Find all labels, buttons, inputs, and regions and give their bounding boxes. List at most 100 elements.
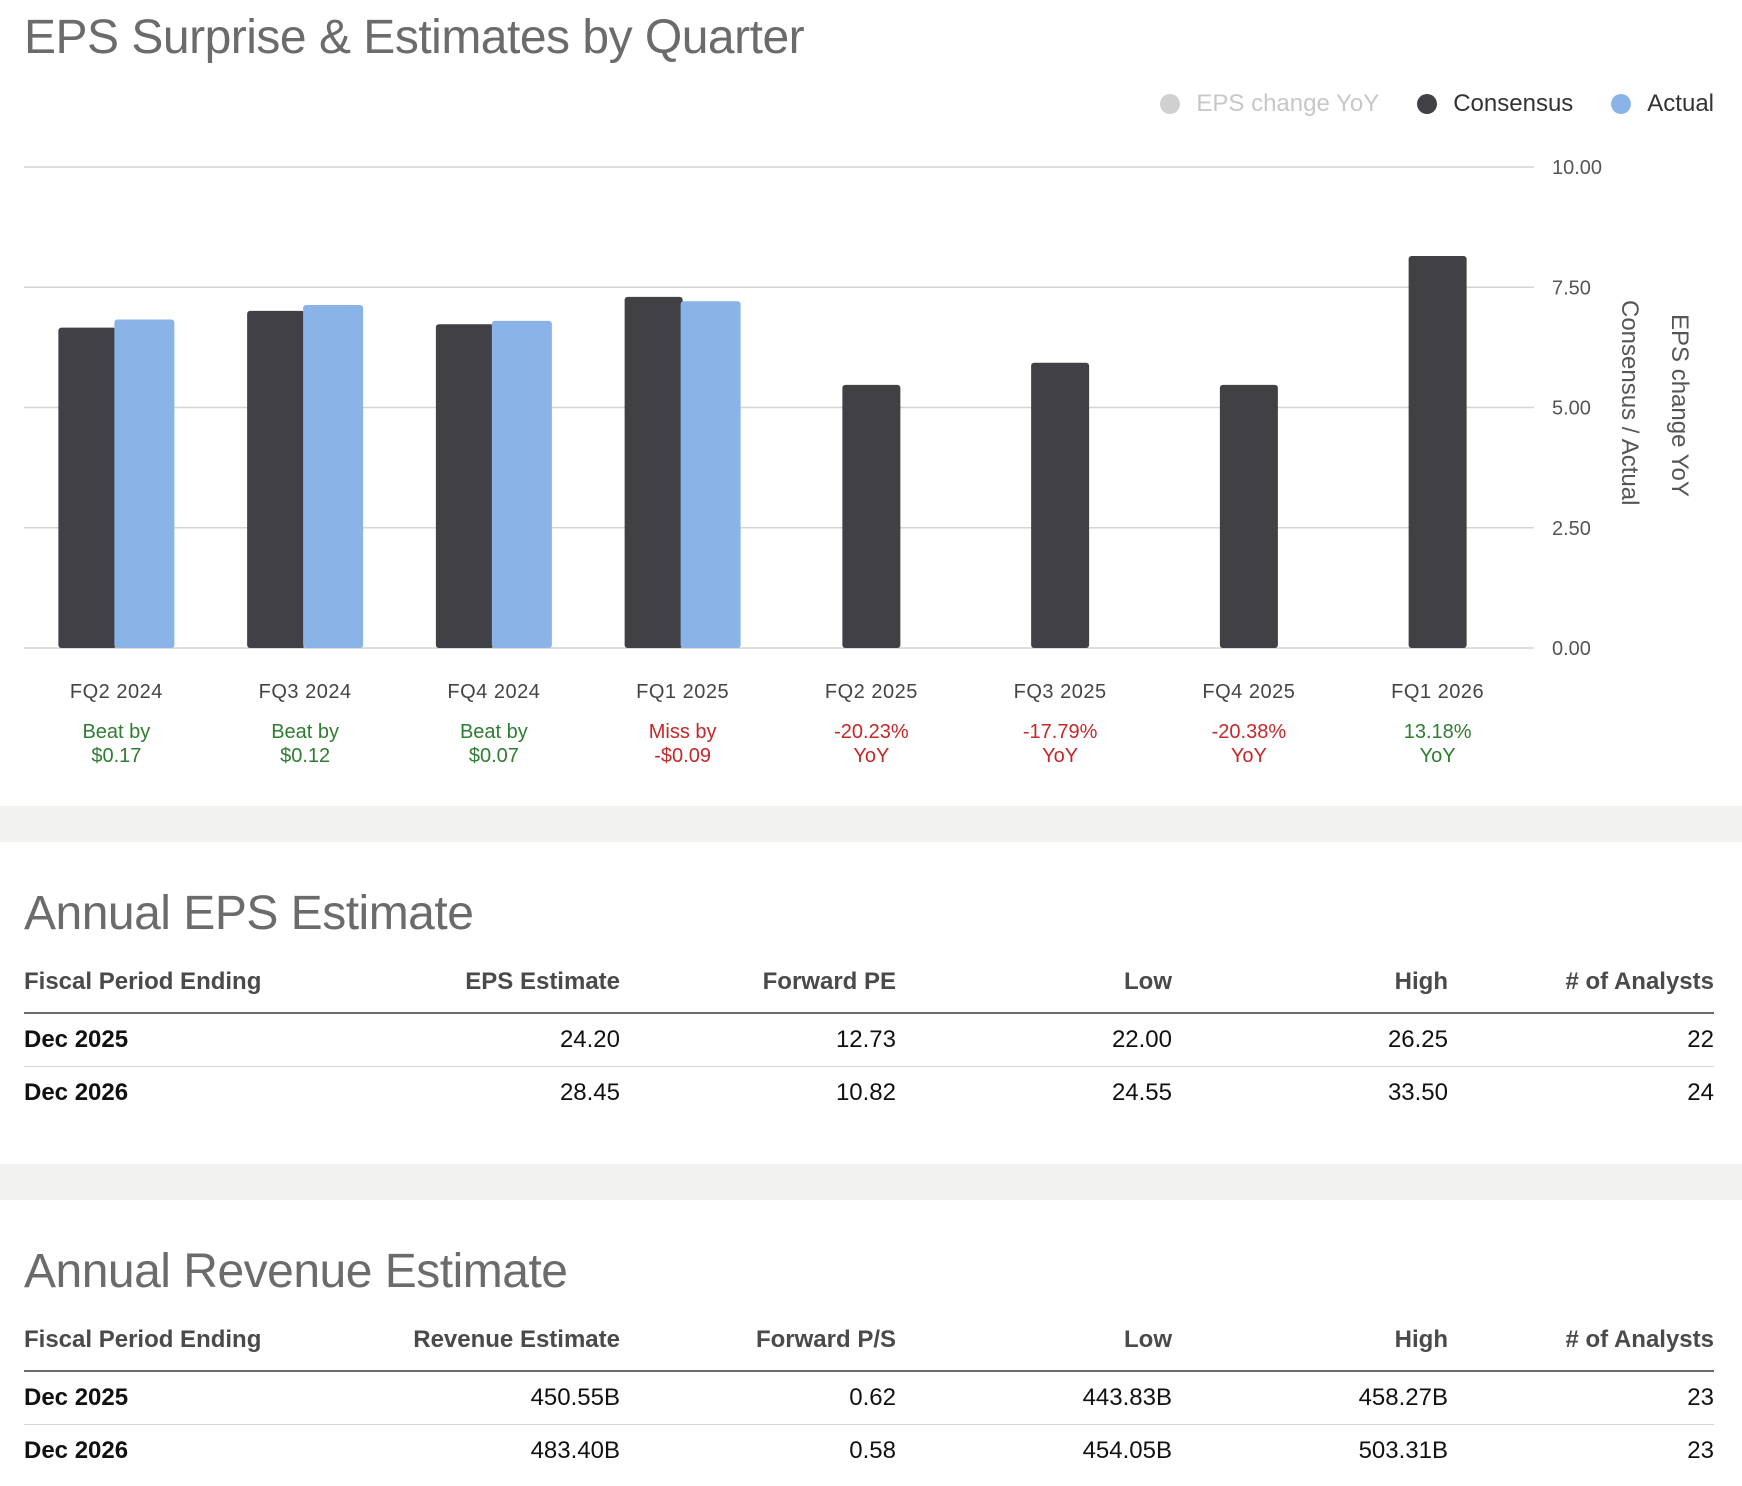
- bar-consensus[interactable]: [247, 310, 306, 648]
- cell-forward-pe: 10.82: [835, 1079, 896, 1106]
- surprise-value: YoY: [1231, 745, 1267, 767]
- annual-revenue-title: Annual Revenue Estimate: [24, 1245, 568, 1298]
- y-tick-label: 2.50: [1552, 518, 1591, 540]
- surprise-value: YoY: [853, 745, 889, 767]
- surprise-label: Beat by: [271, 721, 339, 743]
- table-row: Dec 2025 450.55B 0.62 443.83B 458.27B 23: [24, 1371, 1714, 1425]
- y-axis-title: Consensus / Actual: [1616, 300, 1643, 505]
- cell-revenue-estimate: 483.40B: [530, 1437, 620, 1464]
- surprise-value: $0.17: [91, 745, 141, 767]
- eps-bar-chart: 0.00 2.50 5.00 7.50 10.00 Consensus / Actual E…: [24, 157, 1693, 767]
- y-tick-label: 7.50: [1552, 277, 1591, 299]
- legend-item-eps-change[interactable]: EPS change YoY: [1160, 90, 1379, 118]
- header-analysts[interactable]: # of Analysts: [1448, 1320, 1714, 1372]
- bar-actual[interactable]: [303, 305, 364, 648]
- table-header-row: Fiscal Period Ending EPS Estimate Forwar…: [24, 962, 1714, 1014]
- legend-dot-consensus-icon: [1417, 94, 1438, 114]
- annual-revenue-table: Fiscal Period Ending Revenue Estimate Fo…: [24, 1320, 1714, 1477]
- cell-high: 26.25: [1172, 1013, 1448, 1067]
- x-tick-label: FQ2 2025: [825, 681, 918, 703]
- cell-period: Dec 2026: [24, 1437, 129, 1464]
- surprise-label: -20.23%: [834, 721, 909, 743]
- surprise-label: Beat by: [460, 721, 528, 743]
- cell-eps-estimate: 24.20: [354, 1013, 620, 1067]
- header-analysts[interactable]: # of Analysts: [1448, 962, 1714, 1014]
- x-tick-label: FQ1 2025: [636, 681, 729, 703]
- header-low[interactable]: Low: [896, 1320, 1172, 1372]
- header-forward-pe[interactable]: Forward PE: [620, 962, 896, 1014]
- x-tick-label: FQ3 2024: [259, 681, 352, 703]
- cell-high: 33.50: [1387, 1079, 1448, 1106]
- annual-eps-section: Annual EPS Estimate Fiscal Period Ending…: [0, 842, 1742, 1164]
- legend-dot-eps-change-icon: [1160, 94, 1181, 114]
- cell-low: 24.55: [1111, 1079, 1172, 1106]
- chart-legend: EPS change YoY Consensus Actual: [1160, 90, 1714, 118]
- y-tick-label: 10.00: [1552, 157, 1602, 179]
- cell-eps-estimate: 28.45: [559, 1079, 620, 1106]
- surprise-label: Miss by: [649, 721, 717, 743]
- bar-consensus[interactable]: [1031, 362, 1090, 648]
- cell-period: Dec 2025: [24, 1013, 354, 1067]
- cell-analysts: 22: [1448, 1013, 1714, 1067]
- surprise-label: Beat by: [82, 721, 150, 743]
- bar-actual[interactable]: [114, 319, 175, 648]
- bar-consensus[interactable]: [1219, 384, 1278, 648]
- section-divider: [0, 806, 1742, 842]
- header-high[interactable]: High: [1172, 1320, 1448, 1372]
- header-fiscal-period[interactable]: Fiscal Period Ending: [24, 1320, 354, 1372]
- legend-dot-actual-icon: [1611, 94, 1632, 114]
- cell-low: 443.83B: [896, 1371, 1172, 1425]
- bar-consensus[interactable]: [842, 384, 901, 648]
- y-tick-label: 5.00: [1552, 398, 1591, 420]
- x-tick-label: FQ4 2025: [1202, 681, 1295, 703]
- header-low[interactable]: Low: [896, 962, 1172, 1014]
- header-forward-ps[interactable]: Forward P/S: [620, 1320, 896, 1372]
- annual-revenue-section: Annual Revenue Estimate Fiscal Period En…: [0, 1200, 1742, 1486]
- surprise-label: -17.79%: [1023, 721, 1098, 743]
- cell-high: 458.27B: [1172, 1371, 1448, 1425]
- eps-chart-section: EPS Surprise & Estimates by Quarter EPS …: [24, 11, 1714, 767]
- surprise-value: $0.07: [469, 745, 519, 767]
- cell-analysts: 23: [1687, 1437, 1714, 1464]
- header-fiscal-period[interactable]: Fiscal Period Ending: [24, 962, 354, 1014]
- cell-analysts: 24: [1687, 1079, 1714, 1106]
- bar-consensus[interactable]: [435, 324, 494, 648]
- surprise-label: -20.38%: [1212, 721, 1287, 743]
- bar-consensus[interactable]: [1408, 255, 1467, 649]
- table-row: Dec 2026 483.40B 0.58 454.05B 503.31B 23: [24, 1425, 1714, 1478]
- legend-item-actual[interactable]: Actual: [1611, 90, 1714, 118]
- cell-forward-ps: 0.58: [849, 1437, 896, 1464]
- x-tick-label: FQ1 2026: [1391, 681, 1484, 703]
- cell-period: Dec 2025: [24, 1371, 354, 1425]
- header-revenue-estimate[interactable]: Revenue Estimate: [354, 1320, 620, 1372]
- bar-actual[interactable]: [491, 320, 552, 648]
- bar-actual[interactable]: [680, 301, 741, 648]
- y-tick-label: 0.00: [1552, 638, 1591, 660]
- x-tick-label: FQ2 2024: [70, 681, 163, 703]
- legend-label-actual: Actual: [1647, 90, 1714, 117]
- surprise-value: YoY: [1042, 745, 1078, 767]
- header-eps-estimate[interactable]: EPS Estimate: [354, 962, 620, 1014]
- section-divider: [0, 1164, 1742, 1200]
- bar-consensus[interactable]: [58, 327, 117, 648]
- y2-axis-title: EPS change YoY: [1666, 314, 1693, 497]
- cell-high: 503.31B: [1358, 1437, 1448, 1464]
- annual-eps-title: Annual EPS Estimate: [24, 887, 474, 940]
- cell-low: 22.00: [896, 1013, 1172, 1067]
- eps-chart-title: EPS Surprise & Estimates by Quarter: [24, 11, 805, 64]
- header-high[interactable]: High: [1172, 962, 1448, 1014]
- surprise-value: $0.12: [280, 745, 330, 767]
- bar-consensus[interactable]: [624, 296, 683, 648]
- cell-forward-ps: 0.62: [620, 1371, 896, 1425]
- surprise-value: -$0.09: [654, 745, 711, 767]
- table-header-row: Fiscal Period Ending Revenue Estimate Fo…: [24, 1320, 1714, 1372]
- cell-forward-pe: 12.73: [620, 1013, 896, 1067]
- annual-eps-table: Fiscal Period Ending EPS Estimate Forwar…: [24, 962, 1714, 1119]
- x-tick-label: FQ4 2024: [447, 681, 540, 703]
- legend-label-consensus: Consensus: [1453, 90, 1574, 117]
- surprise-label: 13.18%: [1404, 721, 1472, 743]
- table-row: Dec 2025 24.20 12.73 22.00 26.25 22: [24, 1013, 1714, 1067]
- legend-label-eps-change: EPS change YoY: [1196, 90, 1380, 117]
- legend-item-consensus[interactable]: Consensus: [1417, 90, 1573, 118]
- surprise-value: YoY: [1420, 745, 1456, 767]
